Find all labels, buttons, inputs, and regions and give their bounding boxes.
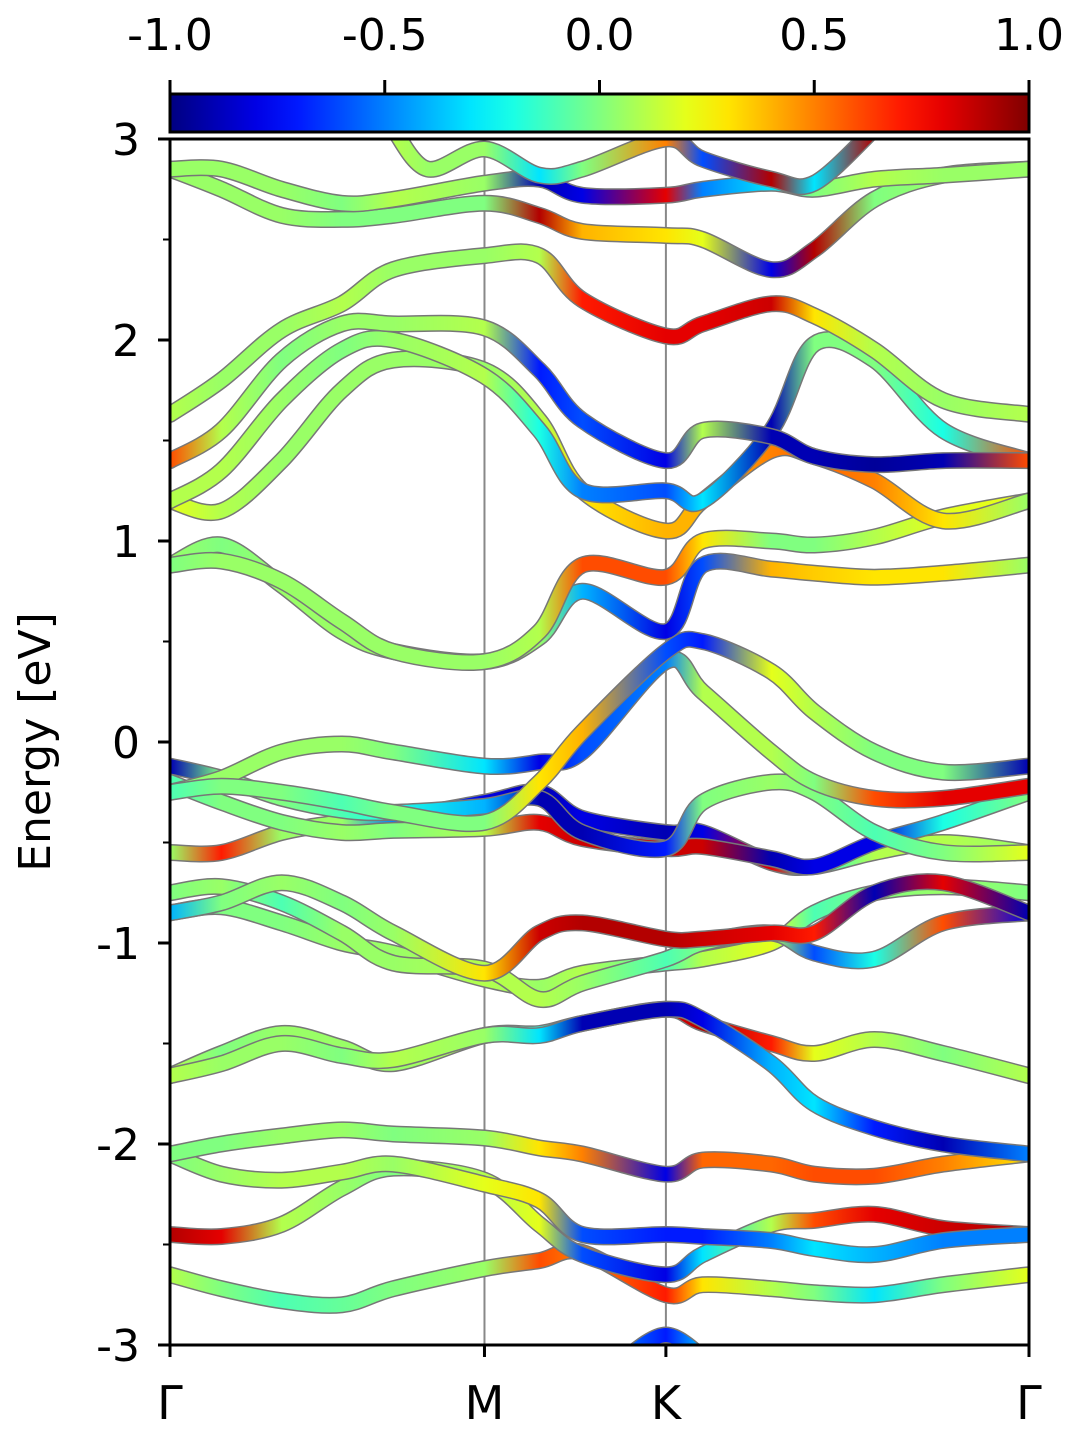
band-line [170, 160, 1029, 211]
x-tick-label: Γ [1016, 1376, 1042, 1430]
band-line [170, 652, 1029, 808]
band-line [170, 632, 1029, 831]
colorbar-tick-label: 0.5 [779, 10, 849, 61]
x-tick-label: K [651, 1376, 683, 1430]
y-tick-label: 3 [112, 115, 140, 166]
colorbar-bar [168, 92, 1031, 134]
y-tick-label: -3 [96, 1321, 140, 1372]
y-tick-label: 0 [112, 718, 140, 769]
band-line [170, 879, 1029, 1007]
colorbar: -1.0 -0.5 0.0 0.5 1.0 [127, 10, 1064, 134]
y-tick-label: 2 [112, 316, 140, 367]
band-line [170, 1147, 1029, 1262]
colorbar-tick-label: 0.0 [565, 10, 635, 61]
colorbar-tick-label: -0.5 [342, 10, 428, 61]
colorbar-tick-label: 1.0 [994, 10, 1064, 61]
y-tick-label: 1 [112, 517, 140, 568]
band-line [170, 162, 1029, 277]
band-line [170, 1122, 1029, 1184]
band-line [170, 1002, 1029, 1161]
y-axis-label: Energy [eV] [10, 612, 61, 872]
x-tick-label: M [465, 1376, 505, 1430]
band-line [391, 139, 875, 194]
x-tick-label: Γ [157, 1376, 183, 1430]
y-tick-label: -1 [96, 919, 140, 970]
colorbar-tick-label: -1.0 [127, 10, 213, 61]
band-line [170, 244, 1029, 422]
band-line [170, 874, 1029, 981]
y-tick-label: -2 [96, 1120, 140, 1171]
band-line [170, 1160, 1029, 1282]
band-line [170, 493, 1029, 670]
band-lines [170, 139, 1029, 1345]
band-line [170, 314, 1029, 472]
colorbar-ticks: -1.0 -0.5 0.0 0.5 1.0 [127, 10, 1064, 94]
plot-area: 3 2 1 0 -1 -2 -3 Γ M K Γ [96, 115, 1042, 1430]
y-axis: 3 2 1 0 -1 -2 -3 [96, 115, 170, 1372]
band-line [631, 1327, 699, 1345]
